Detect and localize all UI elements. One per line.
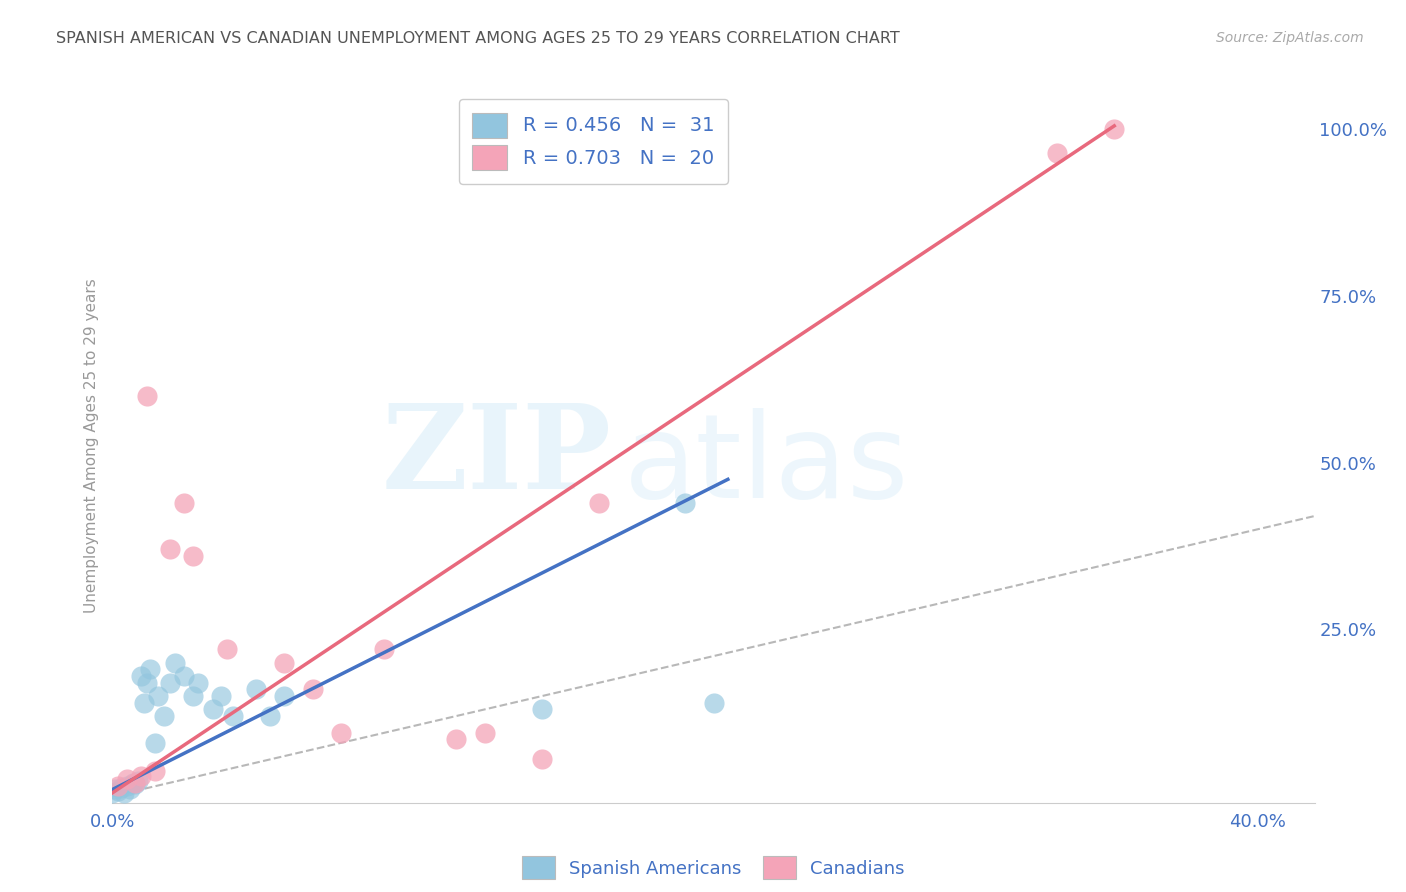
Point [101, 786, 124, 800]
Point [129, 669, 152, 683]
Point [215, 642, 238, 657]
Point [245, 682, 267, 697]
Point [181, 689, 204, 703]
Point [301, 682, 323, 697]
Point [132, 696, 155, 710]
Legend: Spanish Americans, Canadians: Spanish Americans, Canadians [515, 849, 912, 887]
Point [148, 689, 170, 703]
Point [1046, 145, 1069, 160]
Point [259, 709, 281, 723]
Point [129, 769, 152, 783]
Point [273, 656, 295, 670]
Point [530, 752, 553, 766]
Point [201, 702, 224, 716]
Text: SPANISH AMERICAN VS CANADIAN UNEMPLOYMENT AMONG AGES 25 TO 29 YEARS CORRELATION : SPANISH AMERICAN VS CANADIAN UNEMPLOYMEN… [56, 31, 900, 46]
Point [165, 656, 187, 670]
Point [135, 389, 157, 403]
Point [1102, 122, 1125, 136]
Point [115, 772, 138, 787]
Point [187, 675, 209, 690]
Point [145, 736, 167, 750]
Point [474, 725, 496, 739]
Y-axis label: Unemployment Among Ages 25 to 29 years: Unemployment Among Ages 25 to 29 years [83, 278, 98, 614]
Point [135, 675, 157, 690]
Point [138, 662, 160, 676]
Point [107, 779, 129, 793]
Point [121, 776, 143, 790]
Point [145, 764, 167, 778]
Point [181, 549, 204, 563]
Point [173, 669, 195, 683]
Point [173, 496, 195, 510]
Point [115, 779, 138, 793]
Point [153, 709, 176, 723]
Point [124, 776, 146, 790]
Point [118, 782, 141, 797]
Point [209, 689, 232, 703]
Point [273, 689, 295, 703]
Point [104, 782, 127, 797]
Point [330, 725, 353, 739]
Point [673, 496, 696, 510]
Point [107, 784, 129, 798]
Text: ZIP: ZIP [381, 400, 612, 514]
Text: Source: ZipAtlas.com: Source: ZipAtlas.com [1216, 31, 1364, 45]
Point [127, 774, 149, 789]
Point [110, 781, 132, 796]
Point [112, 786, 135, 800]
Point [373, 642, 395, 657]
Point [222, 709, 245, 723]
Text: atlas: atlas [623, 409, 908, 524]
Point [530, 702, 553, 716]
Point [159, 675, 181, 690]
Point [124, 777, 146, 791]
Point [159, 542, 181, 557]
Point [702, 696, 725, 710]
Point [588, 496, 610, 510]
Point [444, 732, 467, 747]
